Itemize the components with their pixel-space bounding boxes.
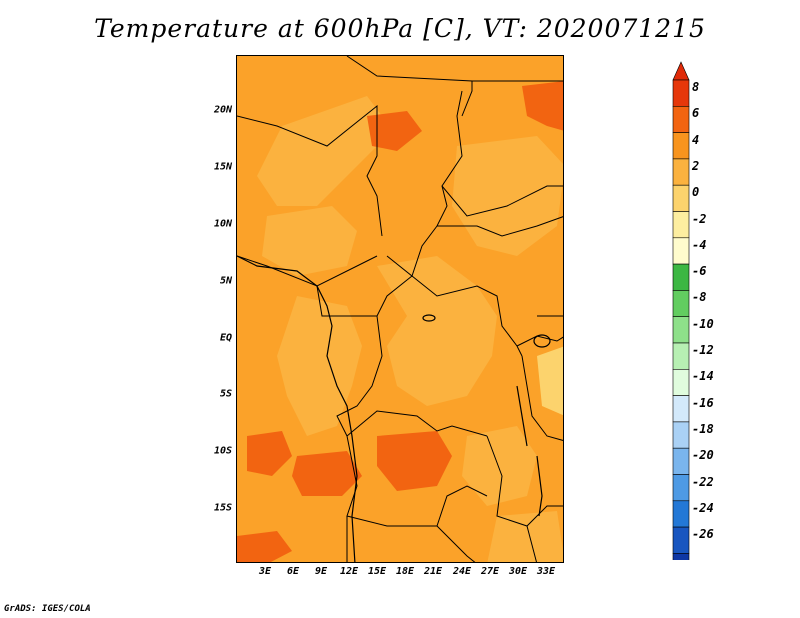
lat-label: 5N [219, 275, 232, 287]
colorbar-label: 2 [692, 158, 700, 173]
lat-label: 20N [213, 104, 232, 116]
temp-region-hot [237, 531, 292, 562]
lon-label: 27E [480, 566, 500, 577]
temp-region-light [462, 426, 537, 506]
colorbar-swatch [672, 79, 690, 107]
colorbar-swatch [672, 474, 690, 502]
grads-credit: GrADS: IGES/COLA [4, 604, 91, 614]
colorbar-swatch [672, 237, 690, 265]
temp-region-hot [292, 451, 362, 496]
temp-region-light [537, 346, 563, 416]
colorbar-swatch [672, 290, 690, 317]
lon-label: 3E [258, 566, 272, 577]
lon-label: 9E [314, 566, 328, 577]
lon-label: 15E [367, 566, 387, 577]
colorbar-swatch [672, 553, 690, 580]
colorbar-label: -18 [692, 421, 714, 436]
lat-label: 5S [219, 388, 232, 400]
chart-title: Temperature at 600hPa [C], VT: 202007121… [94, 14, 706, 43]
colorbar-swatch [672, 316, 690, 344]
lat-label: EQ [219, 332, 232, 344]
colorbar-swatch [672, 105, 690, 133]
colorbar-label: 6 [692, 106, 700, 121]
colorbar-label: -4 [692, 237, 707, 252]
colorbar-swatch [672, 421, 690, 449]
temp-region-light [277, 296, 362, 436]
temp-region-hot [367, 111, 422, 151]
colorbar-swatch [672, 395, 690, 423]
temp-region-light [487, 511, 563, 562]
lakes [422, 314, 551, 517]
colorbar-label: -16 [692, 395, 714, 410]
lat-label: 15S [213, 502, 232, 514]
colorbar-swatch [672, 158, 690, 186]
colorbar-label: -20 [692, 448, 714, 463]
temp-region-hot [247, 431, 292, 476]
colorbar-scale [672, 61, 690, 597]
colorbar-swatch [672, 184, 690, 212]
latitude-axis: 20N 15N 10N 5N EQ 5S 10S 15S [0, 0, 232, 618]
lat-label: 15N [213, 161, 232, 173]
longitude-axis: 3E 6E 9E 12E 15E 18E 21E 24E 27E 30E 33E [0, 566, 800, 582]
colorbar-label: -22 [692, 474, 714, 489]
temp-region-light [262, 206, 357, 276]
lon-label: 18E [395, 566, 415, 577]
lon-label: 21E [423, 566, 443, 577]
colorbar-swatch [672, 211, 690, 239]
coastline [237, 255, 358, 562]
lon-label: 6E [286, 566, 300, 577]
lon-label: 12E [339, 566, 359, 577]
lon-label: 33E [536, 566, 556, 577]
colorbar-label: -24 [692, 500, 714, 515]
temp-region-light [257, 96, 382, 206]
colorbar-swatch [672, 368, 690, 396]
colorbar-swatch [672, 447, 690, 475]
colorbar [672, 60, 692, 597]
colorbar-swatch [672, 263, 690, 291]
colorbar-label: -6 [692, 264, 707, 279]
colorbar-label: -26 [692, 527, 714, 542]
colorbar-swatch [672, 342, 690, 370]
colorbar-label: 0 [692, 185, 700, 200]
temp-region-hot [522, 81, 563, 131]
colorbar-top-triangle [672, 61, 690, 81]
colorbar-swatch [672, 526, 690, 554]
lat-label: 10S [213, 445, 232, 457]
temp-region-hot [377, 431, 452, 491]
temperature-map [237, 56, 563, 562]
lon-label: 24E [452, 566, 472, 577]
map-panel [236, 55, 564, 563]
colorbar-label: -14 [692, 369, 714, 384]
lat-label: 10N [213, 218, 232, 230]
colorbar-label: -2 [692, 211, 707, 226]
colorbar-label: 4 [692, 132, 700, 147]
colorbar-swatch [672, 132, 690, 160]
temp-region-light [377, 256, 497, 406]
colorbar-label: -12 [692, 343, 714, 357]
colorbar-label: 8 [692, 80, 700, 94]
colorbar-label: -10 [692, 316, 714, 331]
lon-label: 30E [508, 566, 528, 577]
colorbar-swatch [672, 500, 690, 528]
colorbar-label: -8 [692, 290, 707, 305]
